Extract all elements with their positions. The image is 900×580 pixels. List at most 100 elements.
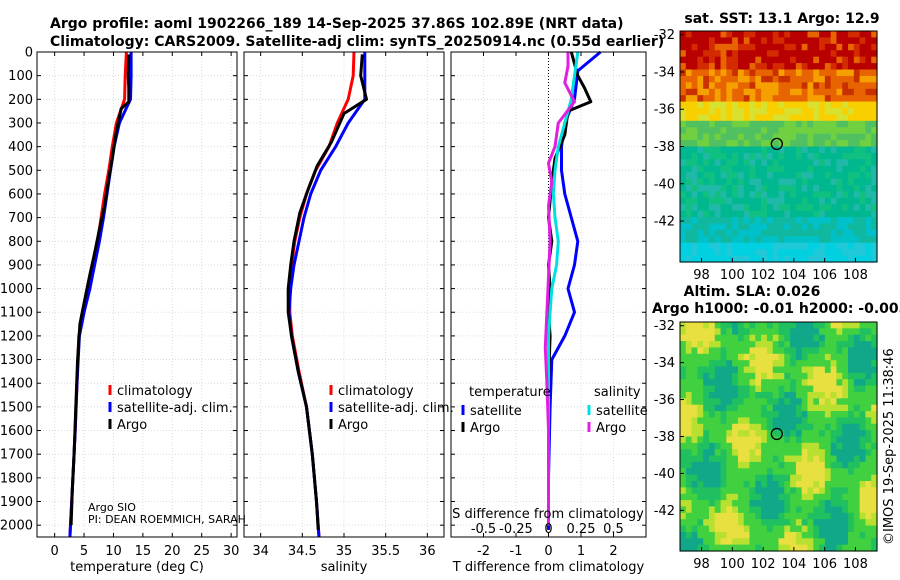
map-cell — [680, 398, 687, 406]
map-cell — [871, 411, 878, 419]
map-cell — [766, 101, 774, 109]
map-cell — [720, 37, 727, 45]
map-cell — [703, 146, 710, 154]
map-cell — [830, 366, 838, 374]
map-cell — [766, 538, 774, 546]
map-cell — [772, 82, 780, 90]
map-cell — [848, 120, 855, 128]
map-cell — [761, 391, 768, 399]
map-cell — [853, 487, 861, 495]
map-cell — [865, 334, 872, 342]
map-cell — [865, 95, 872, 103]
map-cell — [848, 217, 855, 225]
map-cell — [790, 500, 797, 508]
map-cell — [801, 255, 809, 263]
map-cell — [720, 442, 727, 450]
temperature-chart: 0 5 10 15 20 25 300100200300400500600700800900… — [0, 46, 246, 576]
map-cell — [871, 385, 878, 393]
map-cell — [737, 360, 745, 368]
map-cell — [795, 474, 803, 482]
map-cell — [737, 328, 745, 336]
map-cell — [859, 347, 867, 355]
map-cell — [691, 404, 698, 412]
map-cell — [871, 75, 878, 83]
map-cell — [766, 50, 774, 58]
map-cell — [680, 133, 687, 141]
map-cell — [853, 82, 861, 90]
map-cell — [819, 197, 826, 205]
map-cell — [778, 334, 785, 342]
map-cell — [830, 411, 838, 419]
map-cell — [853, 430, 861, 438]
map-cell — [761, 379, 768, 387]
y-tick-label: 500 — [8, 164, 33, 179]
map-cell — [836, 88, 843, 96]
map-cell — [848, 146, 855, 154]
map-cell — [801, 197, 809, 205]
map-cell — [824, 165, 832, 173]
map-cell — [732, 328, 739, 336]
map-cell — [691, 423, 698, 431]
map-cell — [790, 185, 797, 193]
map-cell — [842, 146, 849, 154]
map-cell — [853, 75, 861, 83]
map-cell — [865, 417, 872, 425]
map-cell — [853, 538, 861, 546]
map-cell — [836, 481, 843, 488]
map-cell — [772, 360, 780, 368]
map-cell — [807, 37, 814, 45]
map-cell — [680, 391, 687, 399]
map-cell — [836, 347, 843, 355]
map-cell — [726, 341, 733, 349]
map-cell — [766, 391, 774, 399]
map-cell — [848, 82, 855, 90]
map-cell — [685, 37, 693, 45]
map-cell — [859, 474, 867, 482]
map-cell — [807, 95, 814, 103]
map-cell — [853, 347, 861, 355]
map-cell — [714, 366, 722, 374]
map-cell — [819, 191, 826, 199]
map-cell — [755, 449, 762, 457]
map-cell — [691, 334, 698, 342]
map-cell — [743, 43, 751, 51]
map-cell — [795, 455, 803, 463]
map-cell — [824, 191, 832, 199]
map-cell — [714, 69, 722, 77]
map-y-tick-label: -40 — [654, 467, 675, 482]
map-cell — [732, 197, 739, 205]
map-cell — [865, 242, 872, 250]
map-cell — [737, 423, 745, 431]
map-cell — [813, 347, 820, 355]
map-cell — [708, 229, 716, 237]
map-cell — [836, 531, 843, 539]
y-tick-label: 200 — [8, 93, 33, 108]
map-cell — [807, 506, 814, 514]
map-cell — [732, 455, 739, 463]
map-cell — [778, 328, 785, 336]
map-cell — [871, 481, 878, 488]
map-cell — [714, 114, 722, 122]
map-cell — [853, 512, 861, 520]
map-cell — [830, 442, 838, 450]
map-cell — [836, 236, 843, 244]
map-cell — [772, 379, 780, 387]
map-cell — [848, 114, 855, 122]
map-cell — [784, 525, 791, 533]
map-cell — [778, 82, 785, 90]
map-cell — [749, 372, 756, 380]
map-cell — [824, 50, 832, 58]
map-cell — [720, 334, 727, 342]
map-cell — [824, 385, 832, 393]
map-cell — [703, 127, 710, 135]
map-cell — [755, 146, 762, 154]
map-cell — [720, 487, 727, 495]
map-cell — [680, 525, 687, 533]
map-cell — [755, 37, 762, 45]
map-cell — [714, 347, 722, 355]
map-cell — [772, 127, 780, 135]
map-cell — [749, 140, 756, 148]
map-cell — [755, 474, 762, 482]
map-cell — [691, 191, 698, 199]
map-cell — [865, 423, 872, 431]
